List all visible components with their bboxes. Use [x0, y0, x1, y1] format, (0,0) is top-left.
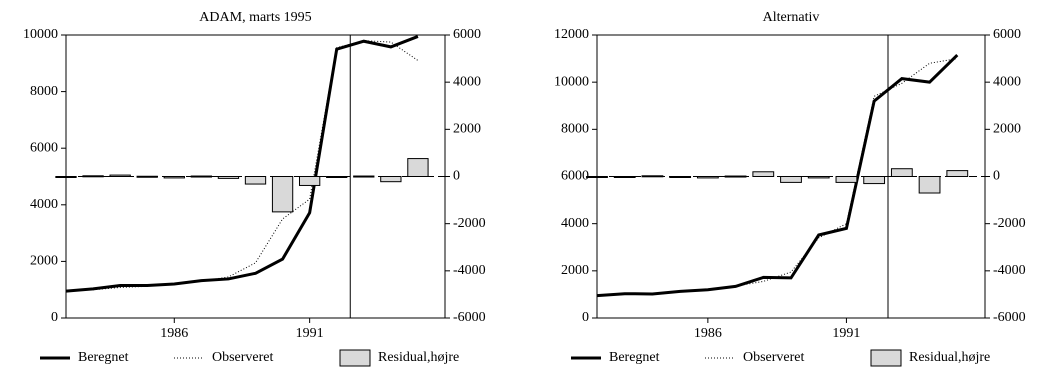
x-tick-label: 1991	[832, 326, 860, 341]
legend-label: Observeret	[212, 350, 274, 365]
residual-bar	[163, 176, 185, 179]
residual-bar	[380, 176, 402, 183]
y-tick-label: 0	[582, 310, 589, 325]
y2-tick-label: 0	[993, 169, 1000, 184]
residual-bar	[136, 175, 158, 178]
y-tick-label: 4000	[30, 197, 58, 212]
y-tick-label: 2000	[561, 263, 589, 278]
y2-tick-label: -6000	[453, 310, 486, 325]
legend-swatch	[339, 349, 371, 367]
y2-tick-label: 4000	[993, 74, 1021, 89]
chart-title: Alternativ	[763, 10, 820, 25]
legend-label: Observeret	[743, 350, 805, 365]
y2-tick-label: 4000	[453, 74, 481, 89]
y-tick-label: 6000	[30, 140, 58, 155]
residual-bar	[807, 176, 830, 179]
y2-tick-label: 2000	[453, 122, 481, 137]
residual-bar	[724, 175, 747, 178]
y2-tick-label: -4000	[993, 263, 1026, 278]
y-tick-label: 8000	[561, 122, 589, 137]
y-tick-label: 10000	[23, 27, 58, 42]
y-tick-label: 6000	[561, 169, 589, 184]
y2-tick-label: 2000	[993, 122, 1021, 137]
y-tick-label: 10000	[554, 74, 589, 89]
x-tick-label: 1991	[296, 326, 324, 341]
residual-bar	[271, 176, 294, 213]
residual-bar	[863, 176, 886, 185]
y-tick-label: 4000	[561, 216, 589, 231]
residual-bar	[82, 175, 104, 178]
y2-tick-label: 6000	[993, 27, 1021, 42]
residual-bar	[946, 170, 969, 178]
residual-bar	[613, 176, 636, 178]
y-tick-label: 2000	[30, 254, 58, 269]
y2-tick-label: 0	[453, 169, 460, 184]
residual-bar	[780, 176, 802, 183]
y2-tick-label: -4000	[453, 263, 486, 278]
residual-bar	[918, 176, 941, 194]
residual-bar	[55, 176, 77, 178]
residual-bar	[190, 175, 213, 178]
residual-bar	[109, 174, 131, 178]
observed-line	[596, 58, 958, 297]
residual-bar	[298, 176, 321, 186]
x-tick-label: 1986	[694, 326, 722, 341]
legend-label: Beregnet	[78, 350, 129, 365]
legend-swatch	[870, 349, 902, 367]
chart-title: ADAM, marts 1995	[199, 10, 311, 25]
x-tick-label: 1986	[160, 326, 188, 341]
residual-bar	[696, 176, 719, 179]
residual-bar	[407, 158, 429, 177]
y-tick-label: 8000	[30, 84, 58, 99]
y-tick-label: 0	[51, 310, 58, 325]
residual-bar	[752, 171, 775, 178]
legend-label: Residual,højre	[909, 350, 990, 365]
y2-tick-label: -6000	[993, 310, 1026, 325]
residual-bar	[669, 176, 692, 178]
y2-tick-label: -2000	[993, 216, 1026, 231]
computed-line	[65, 35, 419, 293]
residual-bar	[835, 176, 858, 183]
y-tick-label: 12000	[554, 27, 589, 42]
legend-label: Beregnet	[609, 350, 660, 365]
residual-bar	[890, 168, 913, 177]
y2-tick-label: 6000	[453, 27, 481, 42]
residual-bar	[353, 175, 375, 178]
legend-label: Residual,højre	[378, 350, 459, 365]
residual-bar	[326, 176, 348, 178]
residual-bar	[586, 176, 608, 178]
y2-tick-label: -2000	[453, 216, 486, 231]
observed-line	[65, 40, 419, 292]
residual-bar	[244, 176, 267, 185]
residual-bar	[641, 175, 664, 178]
residual-bar	[217, 176, 240, 179]
